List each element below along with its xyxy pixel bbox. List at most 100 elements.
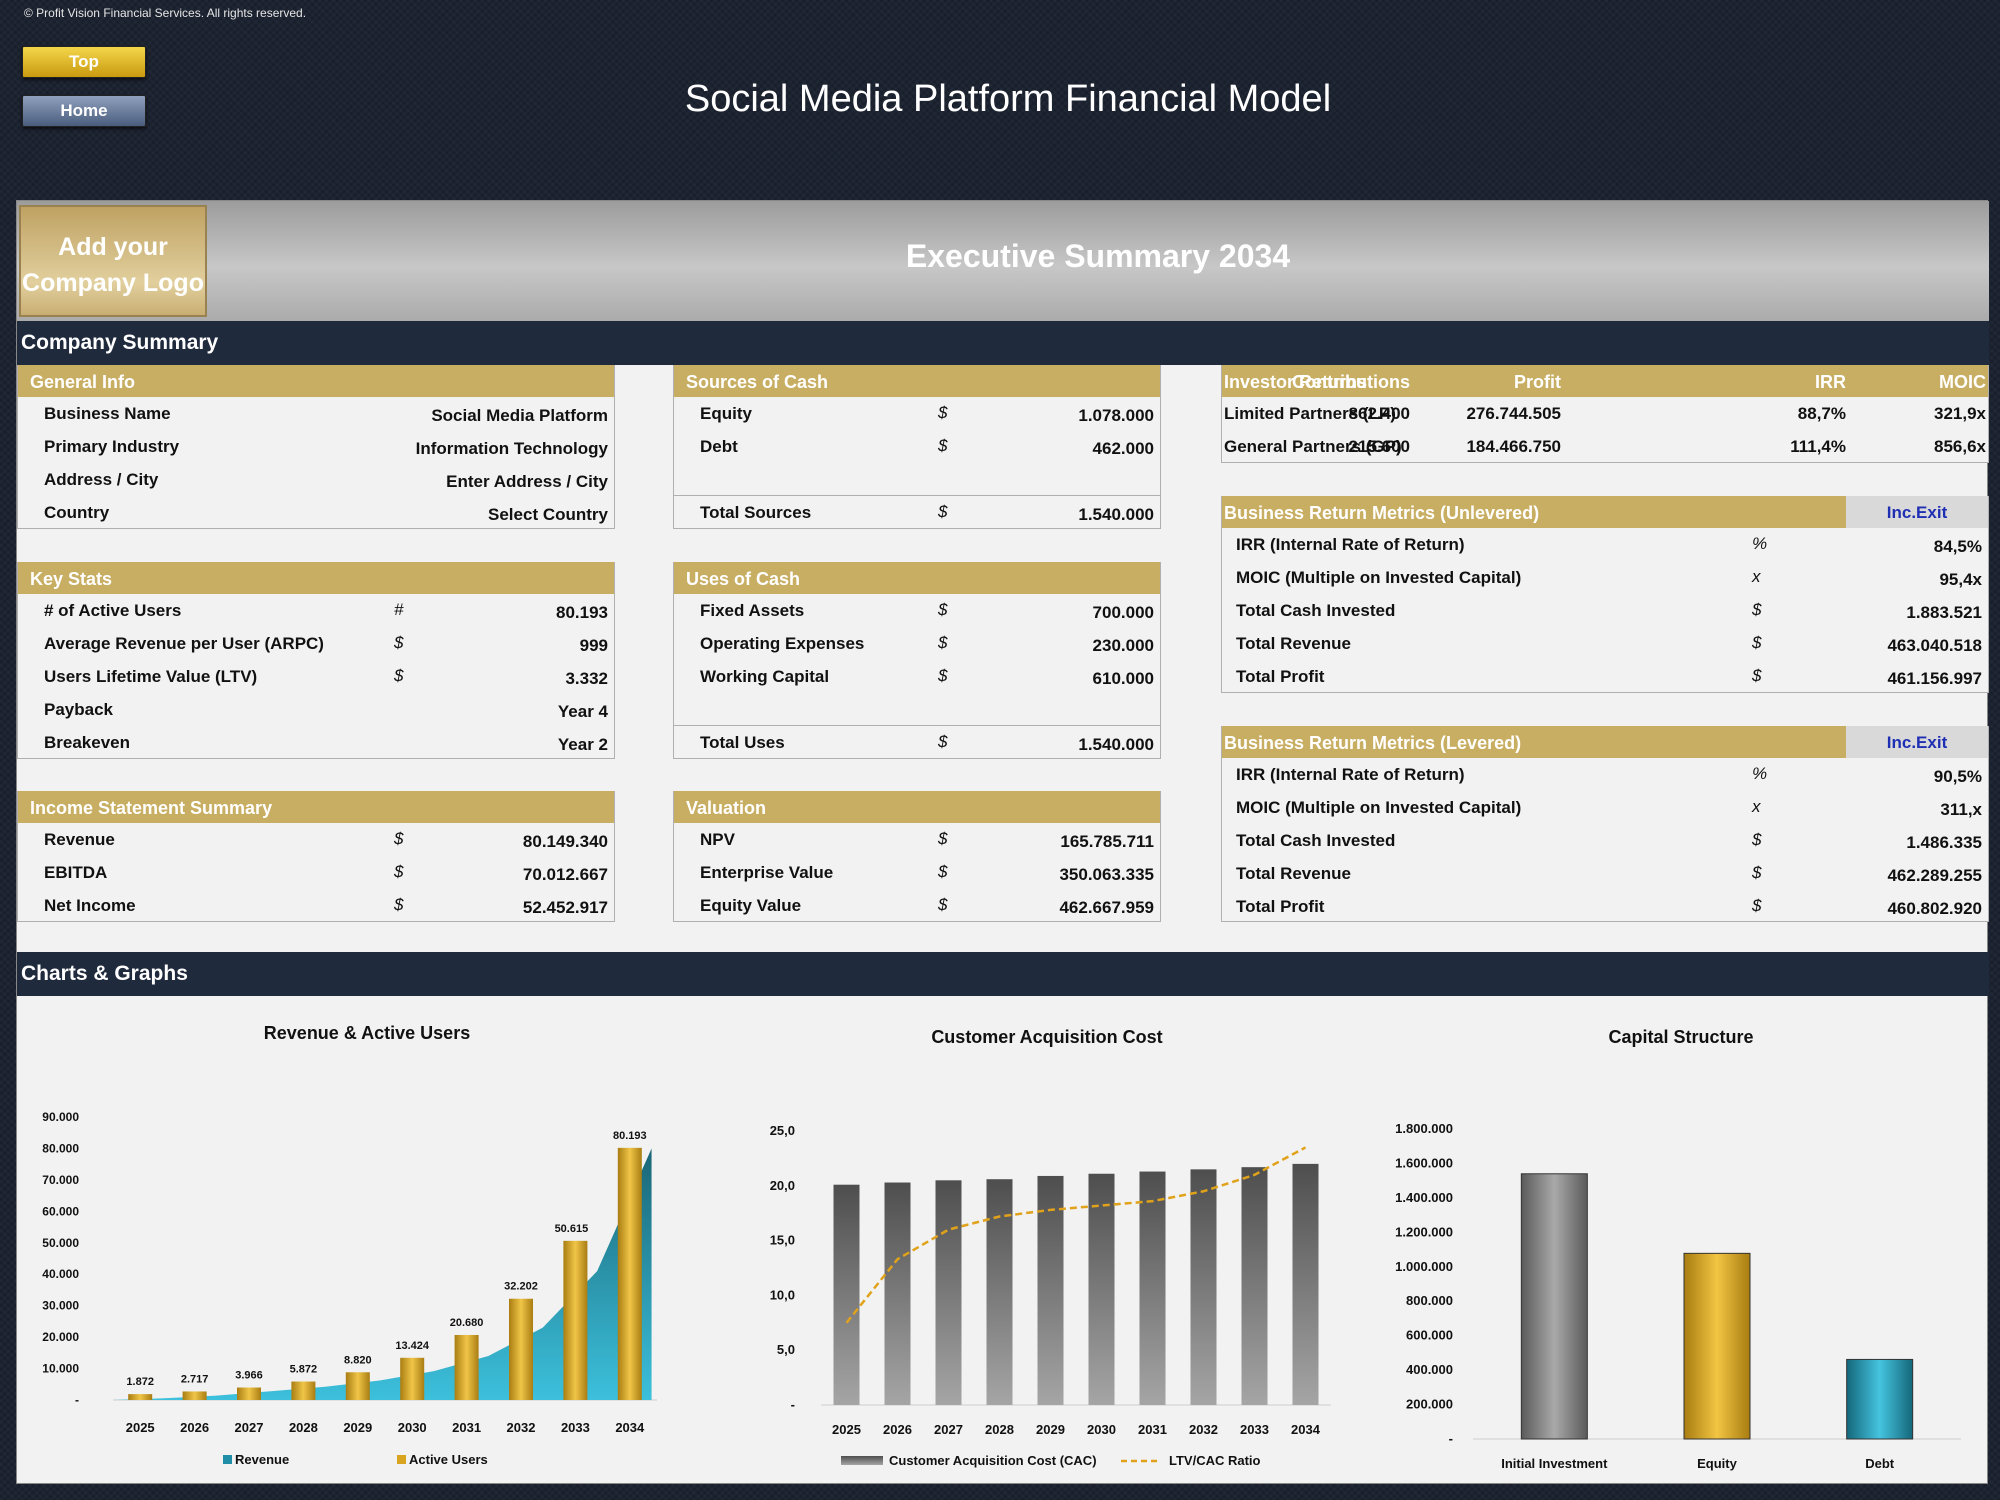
- general-info-value: Select Country: [488, 505, 608, 524]
- valuation-row: Equity Value $462.667.959: [674, 889, 1160, 922]
- income-statement-row: EBITDA $70.012.667: [18, 856, 614, 889]
- x-tick-label: 2027: [235, 1420, 264, 1435]
- uses-row: Working Capital $610.000: [674, 660, 1160, 693]
- y-tick-label: 80.000: [42, 1141, 79, 1155]
- uses-row: Fixed Assets $700.000: [674, 594, 1160, 627]
- sources-label: Debt: [700, 437, 738, 456]
- income-statement-value: 70.012.667: [522, 865, 608, 884]
- levered-metric-value: 1.486.335: [1906, 833, 1982, 852]
- x-tick-label: Initial Investment: [1501, 1456, 1608, 1471]
- active-users-bar: [509, 1298, 533, 1400]
- company-logo-placeholder[interactable]: Add your Company Logo: [19, 205, 207, 317]
- unlevered-inc-exit-badge[interactable]: Inc.Exit: [1846, 496, 1988, 528]
- y-tick-label: 40.000: [42, 1267, 79, 1281]
- unlevered-metrics-title: Business Return Metrics (Unlevered): [1224, 503, 1540, 523]
- unlevered-metric-value: 1.883.521: [1906, 603, 1982, 622]
- active-users-bar: [182, 1391, 207, 1400]
- unlevered-metric-unit: $: [1752, 633, 1762, 652]
- key-stats-row: Breakeven Year 2: [18, 726, 614, 759]
- active-users-bar: [454, 1334, 479, 1400]
- active-users-data-label: 1.872: [126, 1376, 154, 1388]
- key-stats-label: Breakeven: [44, 733, 131, 752]
- active-users-bar: [400, 1357, 425, 1400]
- uses-label: Operating Expenses: [700, 634, 865, 653]
- active-users-data-label: 3.966: [235, 1370, 263, 1382]
- x-tick-label: 2033: [1240, 1422, 1269, 1437]
- y-tick-label: 1.000.000: [1395, 1259, 1453, 1274]
- income-statement-unit: $: [394, 895, 404, 914]
- valuation-value: 350.063.335: [1059, 865, 1154, 884]
- cac-chart-title: Customer Acquisition Cost: [931, 1027, 1163, 1047]
- sources-label: Equity: [700, 404, 752, 423]
- uses-unit: $: [938, 600, 948, 619]
- levered-metrics-title: Business Return Metrics (Levered): [1224, 733, 1522, 753]
- revenue-users-chart: 90.000 80.000 70.000 60.000 50.000 40.000 30.0…: [42, 1110, 657, 1467]
- y-tick-label: 15,0: [770, 1233, 795, 1248]
- levered-metrics-panel: Business Return Metrics (Levered) Inc.Ex…: [1221, 726, 1989, 922]
- x-tick-label: Debt: [1865, 1456, 1895, 1471]
- active-users-bar: [563, 1240, 588, 1400]
- key-stats-row: Average Revenue per User (ARPC) $999: [18, 627, 614, 660]
- general-info-panel: General Info Business Name Social Media P…: [17, 365, 615, 529]
- copyright-text: © Profit Vision Financial Services. All …: [24, 6, 307, 20]
- y-tick-label: 400.000: [1406, 1362, 1453, 1377]
- key-stats-label: Average Revenue per User (ARPC): [44, 634, 324, 653]
- revenue-users-chart-title: Revenue & Active Users: [263, 1023, 471, 1043]
- unlevered-metric-label: MOIC (Multiple on Invested Capital): [1236, 568, 1522, 587]
- x-tick-label: 2032: [507, 1420, 536, 1435]
- valuation-unit: $: [938, 862, 948, 881]
- legend-active-users-swatch: [397, 1455, 406, 1464]
- income-statement-value: 80.149.340: [522, 832, 608, 851]
- y-tick-label: 30.000: [42, 1299, 79, 1313]
- uses-value: 230.000: [1092, 636, 1154, 655]
- x-tick-label: 2026: [180, 1420, 209, 1435]
- x-tick-label: 2028: [985, 1422, 1014, 1437]
- valuation-value: 462.667.959: [1059, 898, 1154, 917]
- x-tick-label: 2033: [561, 1420, 590, 1435]
- income-statement-label: EBITDA: [44, 863, 108, 882]
- investor-row: Limited Partners (LP) 862.400 276.744.505 8…: [1222, 397, 1988, 430]
- valuation-label: Enterprise Value: [700, 863, 834, 882]
- active-users-data-label: 32.202: [504, 1281, 538, 1293]
- income-statement-title: Income Statement Summary: [18, 791, 614, 823]
- x-tick-label: 2028: [289, 1420, 318, 1435]
- dashboard-sheet: Add your Company Logo Executive Summary …: [16, 200, 1989, 1484]
- income-statement-row: Net Income $52.452.917: [18, 889, 614, 922]
- x-tick-label: 2027: [934, 1422, 963, 1437]
- x-tick-label: 2032: [1189, 1422, 1218, 1437]
- unlevered-metrics-panel: Business Return Metrics (Unlevered) Inc.…: [1221, 496, 1989, 693]
- unlevered-metric-unit: $: [1752, 666, 1762, 685]
- y-tick-label: 50.000: [42, 1236, 79, 1250]
- home-button[interactable]: Home: [22, 95, 146, 127]
- cac-bar: [1088, 1173, 1115, 1405]
- x-tick-label: 2025: [832, 1422, 861, 1437]
- levered-metric-row: Total Profit $460.802.920: [1222, 890, 1988, 923]
- investor-returns-col-label: Investor Returns: [1224, 372, 1368, 392]
- capital-structure-chart: 1.800.000 1.600.000 1.400.000 1.200.000 1.00…: [1395, 1121, 1961, 1471]
- top-button[interactable]: Top: [22, 46, 146, 78]
- key-stats-value: 3.332: [565, 669, 608, 688]
- page-title: Social Media Platform Financial Model: [684, 78, 1332, 120]
- uses-value: 700.000: [1092, 603, 1154, 622]
- income-statement-value: 52.452.917: [522, 898, 608, 917]
- key-stats-row: Users Lifetime Value (LTV) $3.332: [18, 660, 614, 693]
- legend-revenue-swatch: [223, 1455, 232, 1464]
- levered-inc-exit-badge[interactable]: Inc.Exit: [1846, 726, 1988, 758]
- uses-value: 610.000: [1092, 669, 1154, 688]
- investor-label: Limited Partners (LP): [1224, 404, 1396, 423]
- y-tick-label: 90.000: [42, 1110, 79, 1124]
- unlevered-metric-value: 461.156.997: [1887, 669, 1982, 688]
- general-info-row: Address / City Enter Address / City: [18, 463, 614, 496]
- valuation-row: Enterprise Value $350.063.335: [674, 856, 1160, 889]
- active-users-data-label: 13.424: [395, 1340, 430, 1352]
- active-users-data-label: 2.717: [181, 1373, 209, 1385]
- valuation-title: Valuation: [674, 791, 1160, 823]
- cac-bar: [1292, 1163, 1319, 1405]
- x-tick-label: 2029: [343, 1420, 372, 1435]
- profit-col-header: Profit: [1514, 372, 1561, 392]
- y-tick-label: -: [791, 1397, 795, 1412]
- active-users-bar: [345, 1372, 370, 1400]
- general-info-row: Country Select Country: [18, 496, 614, 529]
- active-users-bar: [617, 1147, 642, 1400]
- sources-row: Debt $462.000: [674, 430, 1160, 463]
